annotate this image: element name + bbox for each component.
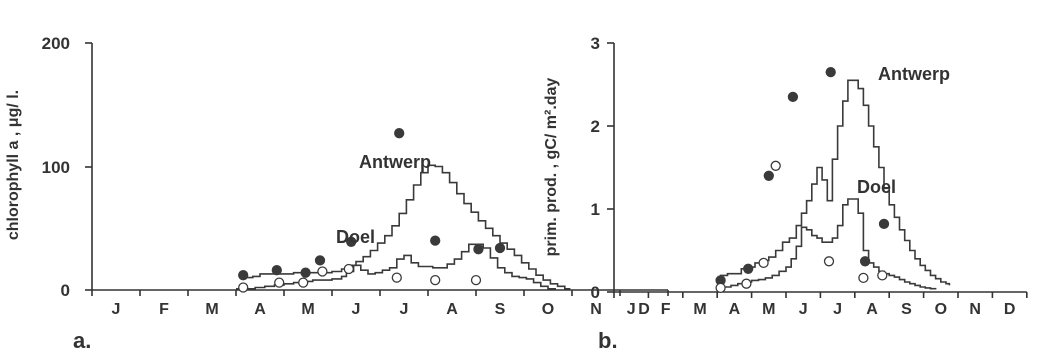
panel-a-month-label: O xyxy=(542,301,554,318)
panel-a-filled-marker xyxy=(473,244,484,255)
panel-a-y-tick-label: 100 xyxy=(42,158,70,177)
panel-a-month-label: A xyxy=(254,301,266,318)
panel-a-label: a. xyxy=(73,328,91,353)
panel-a-month-label: J xyxy=(112,301,121,318)
panel-a-open-marker xyxy=(298,277,309,288)
panel-b-month-label: M xyxy=(762,301,775,318)
panel-b-open-marker xyxy=(770,160,781,171)
panel-a-filled-marker xyxy=(430,235,441,246)
panel-a-filled-marker xyxy=(346,236,357,247)
panel-a-annotation-antwerp: Antwerp xyxy=(359,152,431,172)
panel-a-month-label: M xyxy=(205,301,218,318)
panel-a-month-label: F xyxy=(159,301,169,318)
panel-b-month-label: A xyxy=(866,301,878,318)
panel-a-y-tick-label: 0 xyxy=(61,281,70,300)
panel-b-open-marker xyxy=(858,272,869,284)
panel-b-y-axis-label: prim. prod. , gC/ m².day xyxy=(543,78,560,257)
panel-a-open-marker xyxy=(391,272,402,283)
panel-b-series-line-1 xyxy=(715,79,951,286)
panel-a-month-label: N xyxy=(590,301,602,318)
panel-b-y-tick-label: 0 xyxy=(591,283,600,302)
panel-a-open-marker xyxy=(430,274,441,286)
panel-b-series-line-2 xyxy=(717,198,937,290)
panel-b-month-label: D xyxy=(1004,301,1016,318)
panel-b-y-tick-label: 2 xyxy=(591,117,600,136)
panel-a-annotation-doel: Doel xyxy=(336,227,375,247)
panel-a-open-marker xyxy=(238,282,249,293)
panel-a-month-label: M xyxy=(301,301,314,318)
panel-a-filled-marker xyxy=(271,265,282,276)
panel-b-month-label: J xyxy=(799,301,808,318)
panel-b-month-label: F xyxy=(661,301,671,318)
panel-a-open-marker xyxy=(274,277,285,288)
panel-a-series-line-1 xyxy=(245,164,571,290)
panel-b-filled-marker xyxy=(743,263,754,274)
panel-a-month-label: S xyxy=(495,301,506,318)
panel-a-filled-marker xyxy=(494,242,506,254)
panel-a-filled-marker xyxy=(314,255,326,266)
panel-a-month-label: D xyxy=(638,301,650,318)
panel-a-month-label: J xyxy=(352,301,361,318)
panel-b-label: b. xyxy=(598,328,618,353)
panel-a-y-tick-label: 200 xyxy=(42,34,70,53)
panel-b-open-marker xyxy=(741,278,752,289)
panel-b-open-marker xyxy=(877,270,888,281)
panel-a-month-label: J xyxy=(400,301,409,318)
panel-b-open-marker xyxy=(758,257,769,269)
panel-a-y-axis-label: chlorophyll a , μg/ l. xyxy=(5,90,22,240)
panel-b-filled-marker xyxy=(763,170,774,181)
panel-b-open-marker xyxy=(823,256,835,267)
panel-b-month-label: A xyxy=(729,301,741,318)
panel-b-month-label: O xyxy=(935,301,947,318)
panel-b-annotation-antwerp: Antwerp xyxy=(878,64,950,84)
panel-b-filled-marker xyxy=(787,91,799,103)
panel-b-month-label: N xyxy=(969,301,981,318)
panel-b-open-marker xyxy=(715,282,726,294)
panel-b-month-label: J xyxy=(627,301,636,318)
panel-b-filled-marker xyxy=(878,218,890,230)
panel-a-open-marker xyxy=(343,263,354,275)
panel-b-month-label: S xyxy=(901,301,912,318)
panel-a-filled-marker xyxy=(394,128,405,139)
panel-b-y-tick-label: 1 xyxy=(591,200,600,219)
panel-a-month-label: A xyxy=(446,301,458,318)
panel-b-month-label: J xyxy=(833,301,842,318)
panel-a-open-marker xyxy=(470,274,482,286)
panel-b-month-label: M xyxy=(693,301,706,318)
panel-a-filled-marker xyxy=(300,267,311,278)
panel-a-open-marker xyxy=(317,266,328,277)
panel-b-filled-marker xyxy=(825,66,836,78)
panel-a-filled-marker xyxy=(238,270,249,281)
panel-b-annotation-doel: Doel xyxy=(857,177,896,197)
panel-b-y-tick-label: 3 xyxy=(591,34,600,53)
panel-b-filled-marker xyxy=(859,256,871,267)
